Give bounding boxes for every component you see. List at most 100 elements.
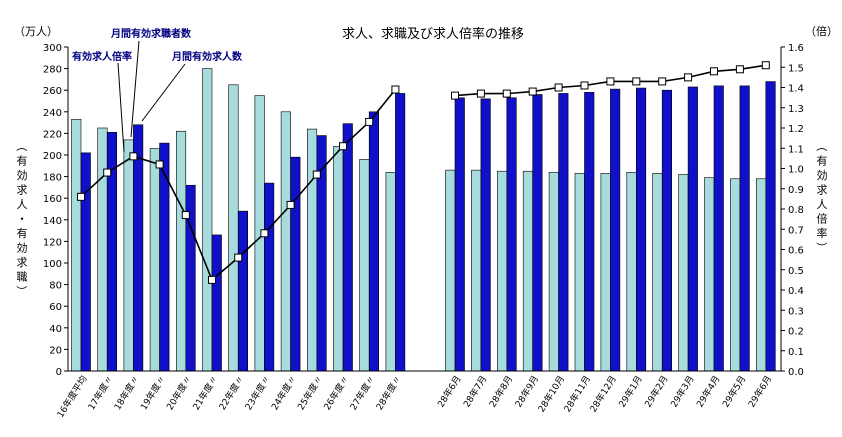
- bar-job-openings: [635, 87, 647, 372]
- right-tick-label: 0.1: [788, 347, 804, 358]
- ratio-marker: [684, 73, 693, 82]
- ratio-marker: [580, 81, 589, 90]
- left-tick-label: 280: [43, 65, 62, 76]
- ratio-marker: [208, 275, 216, 284]
- ratio-marker: [365, 117, 374, 126]
- x-tick-label: 29年3月: [668, 373, 697, 409]
- ratio-marker: [260, 229, 269, 238]
- axis-label-char: 倍: [817, 212, 828, 226]
- ratio-marker: [77, 192, 85, 201]
- bar-job-openings: [395, 93, 406, 372]
- bars-right-section: [445, 81, 776, 372]
- bar-job-openings: [368, 111, 380, 372]
- x-tick-label: 20年度〃: [164, 373, 195, 412]
- axis-label-char: 人: [17, 198, 28, 211]
- bar-job-openings: [506, 97, 517, 372]
- ratio-marker: [391, 85, 400, 94]
- bar-job-seekers: [626, 171, 637, 372]
- x-tick-label: 21年度〃: [190, 373, 221, 412]
- bar-job-openings: [558, 93, 569, 372]
- axis-label-char: 求: [817, 184, 828, 197]
- left-tick-label: 200: [43, 151, 62, 162]
- ratio-marker: [103, 168, 112, 177]
- x-tick-label: 26年度〃: [321, 373, 352, 412]
- ratio-marker: [129, 152, 138, 161]
- bar-job-seekers: [755, 178, 767, 372]
- bar-job-seekers: [385, 171, 396, 372]
- x-tick-label: 29年1月: [616, 373, 645, 409]
- axis-label-char: 率: [817, 226, 828, 240]
- bar-job-openings: [133, 124, 144, 372]
- x-tick-label: 29年4月: [694, 373, 723, 409]
- bar-job-seekers: [333, 146, 344, 372]
- right-axis-label: （ 有効求人倍率 ）: [815, 141, 828, 254]
- left-tick-label: 100: [43, 259, 62, 270]
- bar-job-seekers: [149, 148, 160, 372]
- bar-job-openings: [687, 86, 698, 372]
- ratio-marker: [658, 77, 667, 86]
- bar-job-seekers: [496, 170, 508, 372]
- bar-job-openings: [290, 156, 301, 372]
- bar-job-seekers: [548, 171, 559, 372]
- annotation-label: 月間有効求職者数: [110, 27, 192, 40]
- left-tick-label: 300: [43, 43, 62, 54]
- ratio-marker: [735, 65, 744, 74]
- bar-job-seekers: [730, 178, 741, 372]
- left-tick-label: 160: [43, 194, 62, 205]
- left-axis-label: （有効求人・有効求職）: [15, 141, 28, 297]
- axis-label-char: 職: [17, 271, 28, 284]
- x-tick-label: 23年度〃: [242, 373, 273, 412]
- right-tick-label: 1.1: [788, 144, 804, 155]
- axis-label-char: 効: [17, 241, 28, 255]
- bar-job-seekers: [202, 68, 213, 372]
- x-tick-labels: 16年度平均17年度〃18年度〃19年度〃20年度〃21年度〃22年度〃23年度…: [54, 373, 774, 420]
- x-tick-label: 17年度〃: [85, 373, 116, 412]
- chart-title: 求人、求職及び求人倍率の推移: [342, 26, 524, 42]
- ratio-marker: [606, 77, 615, 86]
- left-tick-label: 80: [49, 281, 62, 292]
- right-tick-label: 1.4: [788, 84, 804, 95]
- bar-job-openings: [342, 123, 353, 372]
- ratio-marker: [451, 91, 459, 100]
- bar-job-openings: [584, 92, 595, 372]
- ratio-marker: [554, 83, 563, 92]
- right-tick-label: 0.4: [788, 286, 804, 297]
- x-tick-label: 28年6月: [435, 373, 464, 409]
- left-tick-label: 40: [49, 324, 62, 335]
- right-tick-label: 1.6: [788, 43, 804, 54]
- annotation-label: 月間有効求人数: [171, 50, 243, 63]
- bar-job-seekers: [678, 174, 689, 372]
- x-tick-label: 29年6月: [746, 373, 775, 409]
- ratio-marker: [632, 77, 641, 86]
- right-tick-label: 1.5: [788, 63, 804, 74]
- right-tick-label: 0.0: [788, 367, 804, 378]
- ratio-marker: [710, 67, 718, 76]
- bars-left-section: [71, 68, 406, 372]
- x-tick-label: 22年度〃: [216, 373, 247, 412]
- bar-job-openings: [80, 152, 91, 372]
- x-tick-label: 19年度〃: [138, 373, 169, 412]
- right-axis-unit: （倍）: [805, 24, 838, 38]
- bar-job-seekers: [123, 139, 134, 372]
- bar-job-seekers: [176, 130, 187, 372]
- axis-label-char: ・: [17, 213, 28, 226]
- bar-job-openings: [661, 89, 673, 372]
- right-tick-label: 0.5: [788, 266, 804, 277]
- bar-job-openings: [765, 81, 776, 372]
- bar-job-openings: [211, 234, 222, 372]
- left-tick-label: 140: [43, 216, 62, 227]
- axis-label-char: ）: [815, 242, 828, 253]
- ratio-marker: [181, 211, 190, 220]
- x-tick-label: 27年度〃: [347, 373, 378, 412]
- ratio-line: [77, 61, 770, 284]
- axis-label-char: 求: [17, 256, 28, 269]
- right-tick-label: 0.7: [788, 225, 804, 236]
- ratio-marker: [761, 61, 770, 70]
- x-tick-label: 28年7月: [461, 373, 490, 409]
- bar-job-seekers: [574, 173, 585, 372]
- ratio-marker: [155, 160, 164, 169]
- right-tick-label: 1.3: [788, 104, 804, 115]
- bar-job-openings: [713, 85, 724, 372]
- axis-label-char: 有: [17, 154, 28, 168]
